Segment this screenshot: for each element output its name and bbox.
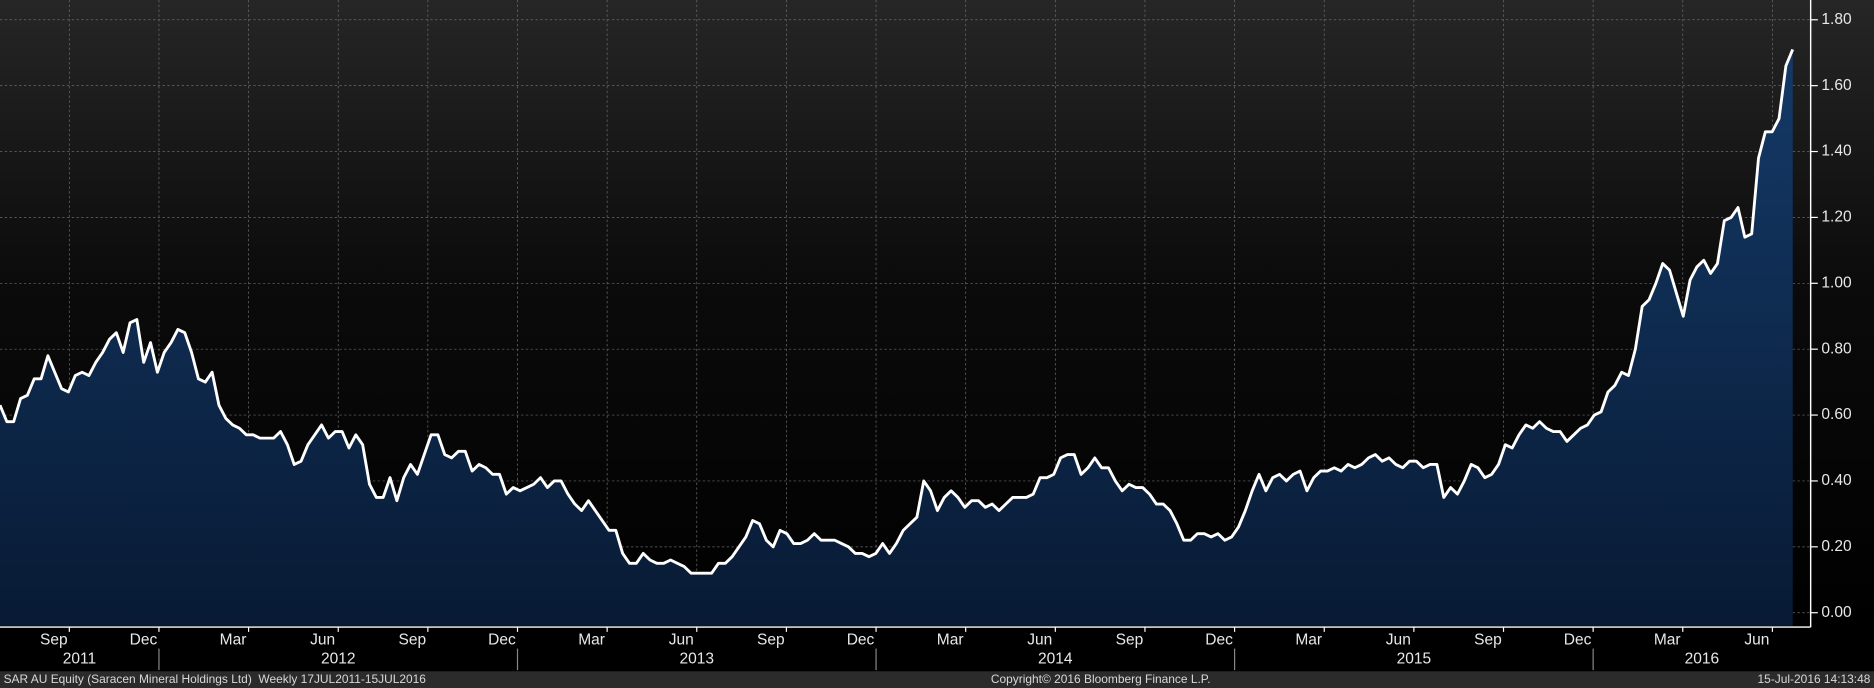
plot: 0.00 0.20 0.40 0.60 0.80 1.00 1.20 1.40 1.60 1.80… [0,0,1852,671]
x-tick-label: Mar [578,631,605,648]
x-tick-label: Dec [847,631,875,648]
x-tick-label: Sep [1116,631,1144,648]
x-year-label: 2011 [63,650,96,667]
y-tick-label: 1.60 [1821,77,1852,94]
x-tick-label: Sep [1474,631,1502,648]
x-tick-label: Jun [1027,631,1052,648]
y-tick-label: 1.80 [1821,11,1852,28]
footer-right: 15-Jul-2016 14:13:48 [1758,672,1871,686]
x-tick-label: Jun [1744,631,1769,648]
footer-center: Copyright© 2016 Bloomberg Finance L.P. [991,672,1211,686]
x-tick-label: Dec [130,631,158,648]
y-tick-label: 0.60 [1821,406,1852,423]
x-tick-label: Sep [757,631,785,648]
x-tick-label: Dec [1205,631,1233,648]
y-tick-label: 1.20 [1821,209,1852,226]
y-tick-label: 0.40 [1821,472,1852,489]
x-tick-label: Mar [1654,631,1681,648]
x-tick-label: Mar [1295,631,1322,648]
x-year-label: 2014 [1038,650,1073,667]
x-tick-label: Jun [1386,631,1411,648]
x-tick-label: Mar [220,631,247,648]
axis-band [0,628,1874,672]
x-tick-label: Dec [488,631,516,648]
x-year-label: 2013 [680,650,715,667]
x-tick-label: Sep [40,631,68,648]
area [0,49,1793,626]
x-tick-label: Jun [310,631,335,648]
x-tick-label: Mar [937,631,964,648]
x-year-label: 2016 [1685,650,1720,667]
x-year-label: 2012 [321,650,356,667]
y-tick-label: 0.80 [1821,340,1852,357]
y-tick-label: 1.40 [1821,143,1852,160]
x-year-label: 2015 [1397,650,1432,667]
footer-band [0,671,1874,688]
footer-left: SAR AU Equity (Saracen Mineral Holdings … [4,672,427,686]
x-tick-label: Jun [669,631,694,648]
x-tick-label: Dec [1564,631,1592,648]
x-tick-label: Sep [399,631,427,648]
y-tick-label: 0.20 [1821,538,1852,555]
y-tick-label: 0.00 [1821,604,1852,621]
y-tick-label: 1.00 [1821,274,1852,291]
line [0,48,1795,575]
